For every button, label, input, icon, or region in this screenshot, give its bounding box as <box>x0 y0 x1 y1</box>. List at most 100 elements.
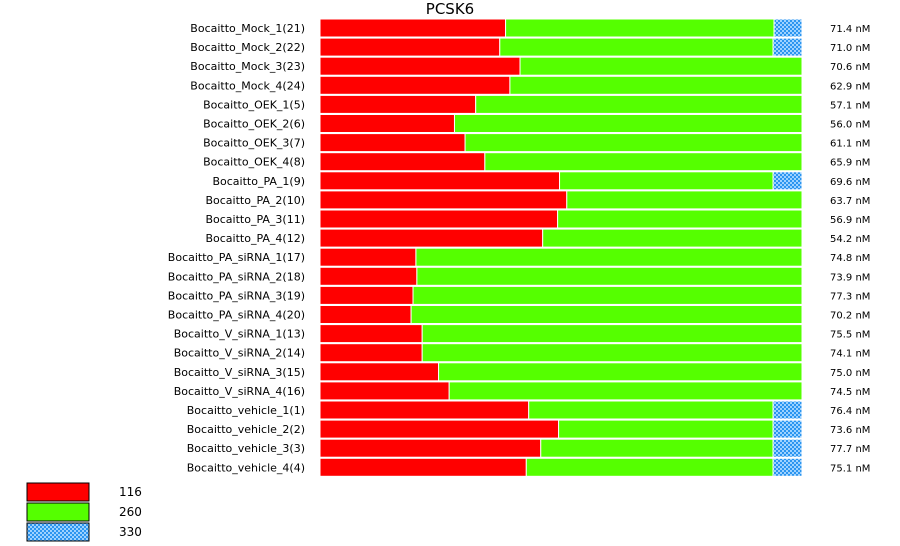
bar-row: Bocaitto_vehicle_3(3) 77.7 nM <box>187 438 870 458</box>
bar-segment-260 <box>475 94 803 114</box>
row-label: Bocaitto_OEK_4(8) <box>203 156 305 169</box>
bar-row: Bocaitto_V_siRNA_1(13) 75.5 nM <box>174 324 870 344</box>
bar-row: Bocaitto_PA_4(12) 54.2 nM <box>205 228 870 248</box>
bar-row: Bocaitto_PA_siRNA_1(17) 74.8 nM <box>168 247 870 267</box>
legend: 116 260 330 <box>26 482 142 542</box>
row-label: Bocaitto_vehicle_4(4) <box>187 461 305 474</box>
row-label: Bocaitto_PA_siRNA_4(20) <box>168 309 305 322</box>
bar-segment-116 <box>319 419 560 439</box>
concentration-label: 70.6 nM <box>830 62 870 73</box>
row-label: Bocaitto_vehicle_1(1) <box>187 404 305 417</box>
row-label: Bocaitto_OEK_3(7) <box>203 137 305 150</box>
bar-row: Bocaitto_PA_siRNA_3(19) 77.3 nM <box>168 285 870 305</box>
bar-segment-116 <box>319 247 417 267</box>
concentration-label: 63.7 nM <box>830 196 870 207</box>
row-label: Bocaitto_PA_siRNA_3(19) <box>168 289 305 302</box>
concentration-label: 73.6 nM <box>830 425 870 436</box>
bar-segment-116 <box>319 18 507 38</box>
legend-label: 116 <box>119 485 142 499</box>
legend-swatch <box>26 502 90 522</box>
bar-row: Bocaitto_Mock_2(22) 71.0 nM <box>190 37 870 57</box>
bar-segment-116 <box>319 381 450 401</box>
row-label: Bocaitto_Mock_3(23) <box>190 60 305 73</box>
legend-item: 116 <box>26 482 142 502</box>
row-label: Bocaitto_Mock_4(24) <box>190 79 305 92</box>
concentration-label: 75.0 nM <box>830 368 870 379</box>
row-label: Bocaitto_Mock_1(21) <box>190 22 305 35</box>
row-label: Bocaitto_OEK_1(5) <box>203 98 305 111</box>
bar-segment-330 <box>772 457 803 477</box>
bar-segment-260 <box>484 152 803 172</box>
bar-segment-260 <box>416 266 803 286</box>
bar-segment-260 <box>448 381 803 401</box>
bar-segment-260 <box>558 419 774 439</box>
chart-title: PCSK6 <box>425 0 475 18</box>
bar-row: Bocaitto_vehicle_1(1) 76.4 nM <box>187 400 870 420</box>
row-label: Bocaitto_V_siRNA_4(16) <box>174 385 305 398</box>
bar-segment-116 <box>319 56 521 76</box>
bar-segment-260 <box>438 362 803 382</box>
legend-item: 260 <box>26 502 142 522</box>
bar-segment-330 <box>772 419 803 439</box>
bar-row: Bocaitto_PA_3(11) 56.9 nM <box>205 209 870 229</box>
bar-segment-116 <box>319 114 455 133</box>
bar-row: Bocaitto_Mock_4(24) 62.9 nM <box>190 75 870 95</box>
bar-segment-260 <box>421 324 803 344</box>
bar-segment-116 <box>319 362 440 382</box>
bar-segment-116 <box>319 457 527 477</box>
bar-segment-260 <box>557 209 803 229</box>
legend-swatch <box>26 482 90 502</box>
row-label: Bocaitto_V_siRNA_2(14) <box>174 347 305 360</box>
bar-segment-116 <box>319 133 466 153</box>
row-label: Bocaitto_PA_3(11) <box>205 213 305 226</box>
bar-row: Bocaitto_OEK_1(5) 57.1 nM <box>203 94 870 114</box>
concentration-label: 70.2 nM <box>830 311 870 322</box>
bar-segment-116 <box>319 75 511 95</box>
concentration-label: 75.5 nM <box>830 330 870 341</box>
bar-segment-116 <box>319 343 423 363</box>
row-label: Bocaitto_vehicle_3(3) <box>187 442 305 455</box>
concentration-label: 62.9 nM <box>830 81 870 92</box>
concentration-label: 77.3 nM <box>830 291 870 302</box>
bar-segment-116 <box>319 228 544 248</box>
bar-segment-330 <box>772 171 803 191</box>
bar-row: Bocaitto_OEK_3(7) 61.1 nM <box>203 133 870 153</box>
bar-segment-260 <box>410 305 803 324</box>
bar-segment-116 <box>319 400 530 420</box>
bar-row: Bocaitto_OEK_4(8) 65.9 nM <box>203 152 870 172</box>
concentration-label: 56.9 nM <box>830 215 870 226</box>
legend-swatch <box>26 522 90 542</box>
row-label: Bocaitto_Mock_2(22) <box>190 41 305 54</box>
row-label: Bocaitto_PA_siRNA_2(18) <box>168 270 305 283</box>
bar-segment-260 <box>505 18 775 38</box>
bar-segment-260 <box>415 247 803 267</box>
concentration-label: 61.1 nM <box>830 139 870 150</box>
legend-label: 330 <box>119 525 142 539</box>
bar-segment-116 <box>319 190 568 210</box>
bar-row: Bocaitto_PA_2(10) 63.7 nM <box>205 190 870 210</box>
concentration-label: 74.8 nM <box>830 253 870 264</box>
bar-row: Bocaitto_Mock_1(21) 71.4 nM <box>190 18 870 38</box>
concentration-label: 75.1 nM <box>830 463 870 474</box>
bar-segment-260 <box>566 190 803 210</box>
bar-segment-260 <box>528 400 774 420</box>
bar-segment-116 <box>319 209 559 229</box>
concentration-label: 71.4 nM <box>830 24 870 35</box>
bar-segment-116 <box>319 438 542 458</box>
concentration-label: 54.2 nM <box>830 234 870 245</box>
concentration-label: 73.9 nM <box>830 272 870 283</box>
bar-segment-260 <box>499 37 774 57</box>
bar-segment-116 <box>319 171 561 191</box>
row-label: Bocaitto_V_siRNA_3(15) <box>174 366 305 379</box>
bar-row: Bocaitto_OEK_2(6) 56.0 nM <box>203 114 870 133</box>
row-label: Bocaitto_V_siRNA_1(13) <box>174 328 305 341</box>
bar-segment-260 <box>464 133 803 153</box>
bar-row: Bocaitto_PA_siRNA_2(18) 73.9 nM <box>168 266 870 286</box>
row-label: Bocaitto_OEK_2(6) <box>203 118 305 131</box>
bar-row: Bocaitto_Mock_3(23) 70.6 nM <box>190 56 870 76</box>
bar-segment-330 <box>772 438 803 458</box>
bar-segment-260 <box>421 343 803 363</box>
concentration-label: 57.1 nM <box>830 100 870 111</box>
bar-segment-116 <box>319 324 423 344</box>
